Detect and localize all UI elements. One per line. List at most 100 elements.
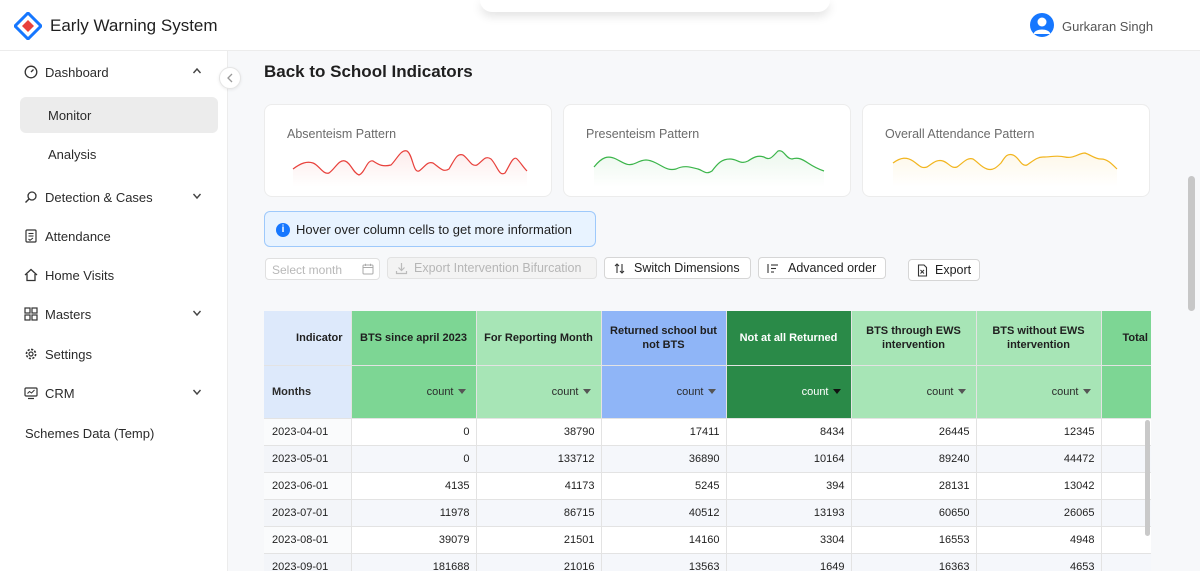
table-cell[interactable]: 3304 bbox=[726, 526, 852, 554]
grid-icon bbox=[24, 307, 38, 321]
user-avatar-icon[interactable] bbox=[1030, 13, 1054, 37]
table-cell[interactable]: 38790 bbox=[476, 418, 602, 446]
row-month-label: 2023-09-01 bbox=[264, 553, 352, 571]
table-cell[interactable]: 16553 bbox=[851, 526, 977, 554]
table-cell[interactable]: 21016 bbox=[476, 553, 602, 571]
table-cell[interactable]: 14160 bbox=[601, 526, 727, 554]
table-cell[interactable]: 13193 bbox=[726, 499, 852, 527]
count-header[interactable]: count bbox=[851, 365, 977, 419]
switch-dimensions-button[interactable]: Switch Dimensions bbox=[604, 257, 751, 279]
column-header[interactable]: Total through bbox=[1101, 311, 1151, 366]
sidebar-item-settings[interactable]: Settings bbox=[0, 336, 228, 372]
table-cell[interactable]: 181688 bbox=[351, 553, 477, 571]
column-header[interactable]: BTS since april 2023 bbox=[351, 311, 477, 366]
table-row: 2023-04-01 0 38790 17411 8434 26445 12345 bbox=[264, 418, 1151, 446]
advanced-order-button[interactable]: Advanced order bbox=[758, 257, 886, 279]
table-cell[interactable]: 39079 bbox=[351, 526, 477, 554]
table-cell[interactable]: 4653 bbox=[976, 553, 1102, 571]
table-cell[interactable]: 13042 bbox=[976, 472, 1102, 500]
sidebar-item-attendance[interactable]: Attendance bbox=[0, 218, 228, 254]
column-header[interactable]: Returned school but not BTS bbox=[601, 311, 727, 366]
table-cell[interactable]: 4948 bbox=[976, 526, 1102, 554]
table-cell[interactable]: 8434 bbox=[726, 418, 852, 446]
sidebar-item-dashboard[interactable]: Dashboard bbox=[0, 54, 228, 90]
table-cell[interactable]: 10164 bbox=[726, 445, 852, 473]
table-cell[interactable]: 26445 bbox=[851, 418, 977, 446]
absenteeism-pattern-card[interactable]: Absenteism Pattern bbox=[264, 104, 552, 197]
export-button[interactable]: Export bbox=[908, 259, 980, 281]
caret-down-icon[interactable] bbox=[707, 389, 716, 395]
user-name[interactable]: Gurkaran Singh bbox=[1062, 19, 1154, 34]
table-cell[interactable] bbox=[1101, 526, 1151, 554]
month-picker-input[interactable] bbox=[272, 262, 358, 277]
table-scrollbar[interactable] bbox=[1145, 420, 1150, 536]
table-cell[interactable]: 5245 bbox=[601, 472, 727, 500]
presenteeism-pattern-card[interactable]: Presenteism Pattern bbox=[563, 104, 851, 197]
chevron-down-icon bbox=[192, 310, 202, 317]
table-cell[interactable]: 133712 bbox=[476, 445, 602, 473]
sidebar-item-home-visits[interactable]: Home Visits bbox=[0, 257, 228, 293]
caret-down-icon[interactable] bbox=[1082, 389, 1091, 395]
months-header: Months bbox=[264, 365, 352, 419]
table-cell[interactable]: 1649 bbox=[726, 553, 852, 571]
table-cell[interactable]: 0 bbox=[351, 418, 477, 446]
caret-down-icon[interactable] bbox=[957, 389, 966, 395]
column-header[interactable]: BTS without EWS intervention bbox=[976, 311, 1102, 366]
sidebar-item-masters[interactable]: Masters bbox=[0, 296, 228, 332]
column-header[interactable]: For Reporting Month bbox=[476, 311, 602, 366]
sidebar-item-label: Masters bbox=[45, 306, 92, 322]
overall-attendance-pattern-card[interactable]: Overall Attendance Pattern bbox=[862, 104, 1150, 197]
column-header-label: BTS through EWS intervention bbox=[866, 324, 961, 351]
count-header[interactable]: count bbox=[726, 365, 852, 419]
sidebar-item-analysis[interactable]: Analysis bbox=[20, 136, 218, 172]
table-cell[interactable]: 26065 bbox=[976, 499, 1102, 527]
table-cell[interactable]: 0 bbox=[351, 445, 477, 473]
table-cell[interactable]: 60650 bbox=[851, 499, 977, 527]
table-cell[interactable]: 16363 bbox=[851, 553, 977, 571]
sidebar-item-crm[interactable]: CRM bbox=[0, 375, 228, 411]
sidebar-item-monitor[interactable]: Monitor bbox=[20, 97, 218, 133]
caret-down-icon[interactable] bbox=[832, 389, 841, 395]
sidebar-item-detection-cases[interactable]: Detection & Cases bbox=[0, 179, 228, 215]
month-picker[interactable] bbox=[265, 258, 380, 280]
column-header[interactable]: Not at all Returned bbox=[726, 311, 852, 366]
table-cell[interactable]: 41173 bbox=[476, 472, 602, 500]
count-header[interactable]: count bbox=[476, 365, 602, 419]
table-cell[interactable]: 36890 bbox=[601, 445, 727, 473]
table-cell[interactable]: 44472 bbox=[976, 445, 1102, 473]
chevron-down-icon bbox=[192, 193, 202, 200]
table-cell[interactable]: 40512 bbox=[601, 499, 727, 527]
table-cell[interactable]: 13563 bbox=[601, 553, 727, 571]
caret-down-icon[interactable] bbox=[457, 389, 466, 395]
count-header[interactable]: count bbox=[976, 365, 1102, 419]
count-header[interactable] bbox=[1101, 365, 1151, 419]
table-cell[interactable]: 89240 bbox=[851, 445, 977, 473]
table-cell[interactable] bbox=[1101, 418, 1151, 446]
table-cell[interactable]: 4135 bbox=[351, 472, 477, 500]
table-cell[interactable] bbox=[1101, 445, 1151, 473]
sidebar-item-schemes-data[interactable]: Schemes Data (Temp) bbox=[0, 415, 228, 451]
export-intervention-bifurcation-button[interactable]: Export Intervention Bifurcation bbox=[387, 257, 597, 279]
collapse-sidebar-button[interactable] bbox=[219, 67, 241, 89]
table-cell[interactable] bbox=[1101, 472, 1151, 500]
table-cell[interactable]: 86715 bbox=[476, 499, 602, 527]
table-cell[interactable]: 12345 bbox=[976, 418, 1102, 446]
table-cell[interactable]: 11978 bbox=[351, 499, 477, 527]
count-label: count bbox=[426, 385, 454, 398]
table-cell[interactable] bbox=[1101, 553, 1151, 571]
column-header[interactable]: BTS through EWS intervention bbox=[851, 311, 977, 366]
page-scrollbar[interactable] bbox=[1188, 176, 1195, 311]
table-cell[interactable]: 21501 bbox=[476, 526, 602, 554]
table-cell[interactable]: 394 bbox=[726, 472, 852, 500]
sidebar-item-label: CRM bbox=[45, 385, 75, 401]
count-header[interactable]: count bbox=[601, 365, 727, 419]
table-cell[interactable] bbox=[1101, 499, 1151, 527]
count-header[interactable]: count bbox=[351, 365, 477, 419]
caret-down-icon[interactable] bbox=[582, 389, 591, 395]
button-label: Advanced order bbox=[788, 261, 877, 275]
row-month-label: 2023-06-01 bbox=[264, 472, 352, 500]
table-cell[interactable]: 17411 bbox=[601, 418, 727, 446]
sidebar-item-label: Monitor bbox=[48, 107, 92, 123]
app-logo-icon[interactable] bbox=[14, 12, 42, 40]
table-cell[interactable]: 28131 bbox=[851, 472, 977, 500]
